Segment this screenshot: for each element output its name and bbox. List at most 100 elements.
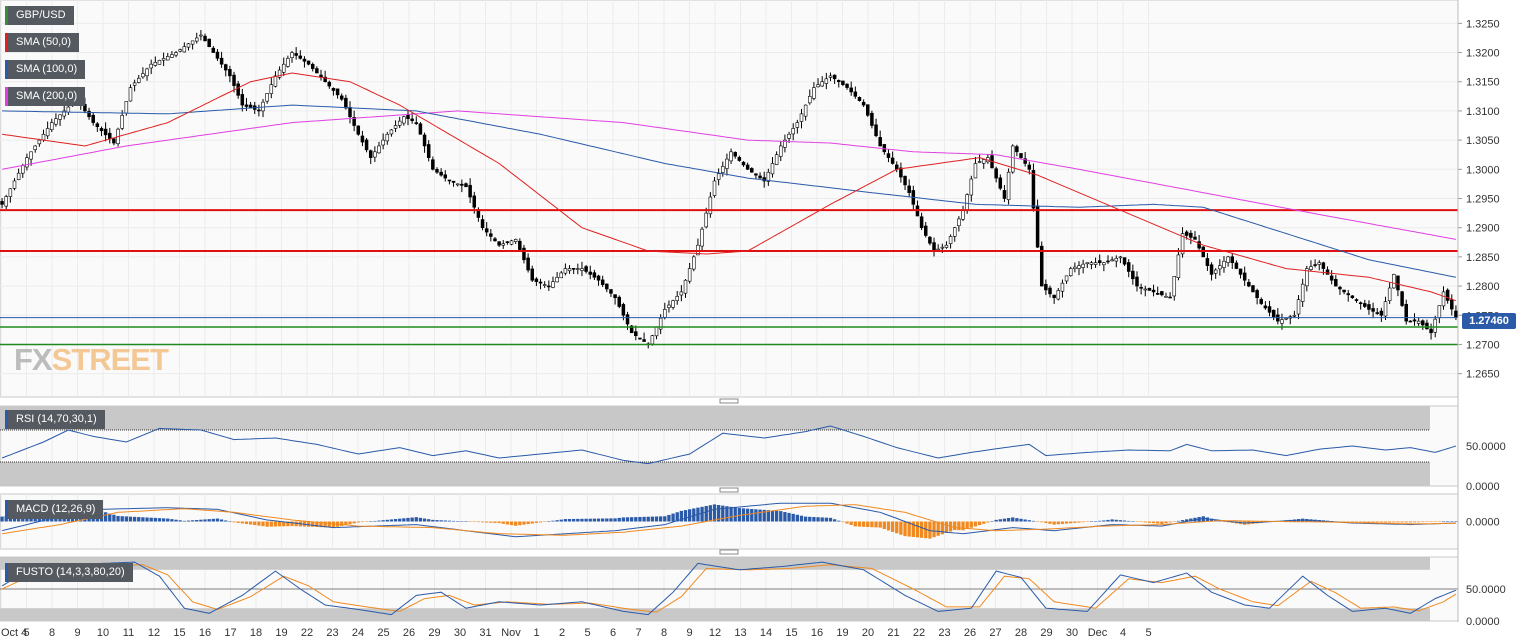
candle	[708, 192, 713, 218]
candle-body	[1147, 287, 1152, 291]
macd-histogram-bar	[203, 519, 207, 522]
legend-sma200[interactable]: SMA (200,0)	[5, 87, 86, 106]
candle	[203, 33, 207, 42]
candle	[522, 244, 526, 264]
macd-histogram-bar	[1035, 521, 1040, 522]
candle-body	[269, 84, 274, 94]
macd-histogram-bar	[315, 521, 319, 527]
candle-body	[1238, 268, 1243, 275]
macd-histogram-bar	[157, 518, 162, 522]
candle-body	[663, 309, 667, 318]
candle	[418, 122, 423, 135]
candle	[559, 270, 563, 279]
candle-body	[1085, 262, 1090, 265]
macd-histogram-bar	[1437, 521, 1442, 522]
candle-body	[25, 157, 29, 168]
candle-body	[658, 317, 663, 330]
x-tick-label: 12	[709, 627, 721, 639]
x-tick-label: 29	[428, 627, 440, 639]
macd-histogram-bar	[1421, 521, 1425, 523]
candle	[1209, 262, 1214, 281]
macd-histogram-bar	[489, 521, 493, 523]
candle	[774, 151, 779, 166]
x-tick-label: 1	[533, 627, 539, 639]
candle-body	[426, 144, 431, 158]
candle	[1363, 299, 1367, 308]
candle	[1396, 275, 1400, 297]
candle-body	[841, 80, 845, 85]
legend-macd[interactable]: MACD (12,26,9)	[5, 500, 104, 519]
candle	[551, 276, 555, 289]
candle	[737, 155, 742, 162]
x-tick-label: 5	[23, 627, 29, 639]
x-tick-label: 6	[610, 627, 616, 639]
macd-histogram-bar	[712, 504, 717, 522]
macd-histogram-bar	[1060, 521, 1065, 524]
candle-body	[799, 113, 804, 122]
candle	[161, 52, 166, 67]
candle	[1408, 320, 1413, 323]
candle	[211, 46, 216, 53]
candle	[12, 178, 17, 191]
candle-body	[700, 228, 704, 247]
candle	[1077, 261, 1081, 276]
candle	[137, 74, 141, 84]
candle	[907, 179, 911, 198]
legend-sma50[interactable]: SMA (50,0)	[5, 33, 80, 52]
candle-body	[923, 225, 928, 236]
candle	[199, 30, 203, 41]
macd-histogram-bar	[845, 521, 849, 524]
candle	[1147, 287, 1152, 291]
candle	[1230, 252, 1235, 269]
macd-histogram-bar	[1222, 521, 1226, 522]
legend-sma100[interactable]: SMA (100,0)	[5, 60, 86, 79]
macd-histogram-bar	[1441, 521, 1446, 522]
legend-main-series[interactable]: GBP/USD	[5, 6, 74, 25]
macd-histogram-bar	[1098, 520, 1102, 522]
candle	[576, 263, 580, 275]
candle	[1052, 294, 1056, 304]
x-tick-label: 21	[887, 627, 899, 639]
candle	[1450, 294, 1454, 316]
candle	[439, 168, 443, 177]
legend-rsi[interactable]: RSI (14,70,30,1)	[5, 410, 105, 429]
candle-body	[447, 179, 452, 182]
macd-histogram-bar	[1445, 521, 1450, 522]
candle-body	[1039, 245, 1044, 287]
candle	[364, 137, 369, 153]
candle-body	[1296, 299, 1301, 315]
macd-histogram-bar	[439, 520, 443, 522]
macd-histogram-bar	[795, 514, 800, 522]
macd-histogram-bar	[596, 518, 601, 522]
y-tick-label: 1.3150	[1466, 77, 1500, 89]
macd-histogram-bar	[340, 521, 344, 526]
candle-body	[1226, 256, 1230, 263]
candle	[426, 140, 431, 162]
candle	[323, 70, 327, 83]
candle-body	[244, 104, 249, 107]
macd-histogram-bar	[634, 517, 638, 522]
macd-histogram-bar	[1416, 521, 1421, 523]
macd-histogram-bar	[277, 521, 282, 527]
macd-histogram-bar	[671, 513, 675, 522]
candle	[596, 274, 601, 286]
candle	[87, 107, 91, 120]
candle	[1139, 283, 1143, 295]
macd-histogram-bar	[940, 521, 944, 535]
candle	[592, 269, 597, 281]
candle	[973, 156, 978, 179]
macd-histogram-bar	[758, 509, 762, 522]
legend-fusto[interactable]: FUSTO (14,3,3,80,20)	[5, 563, 133, 582]
macd-histogram-bar	[1172, 521, 1176, 522]
candle-body	[1350, 295, 1355, 299]
candle	[1317, 260, 1321, 271]
candle	[609, 288, 613, 298]
candle	[1172, 276, 1177, 301]
macd-histogram-bar	[613, 518, 617, 522]
candle-body	[302, 58, 307, 62]
candle-body	[1164, 295, 1168, 298]
macd-histogram-bar	[1371, 521, 1375, 523]
candle	[866, 104, 870, 117]
macd-histogram-bar	[965, 521, 969, 529]
